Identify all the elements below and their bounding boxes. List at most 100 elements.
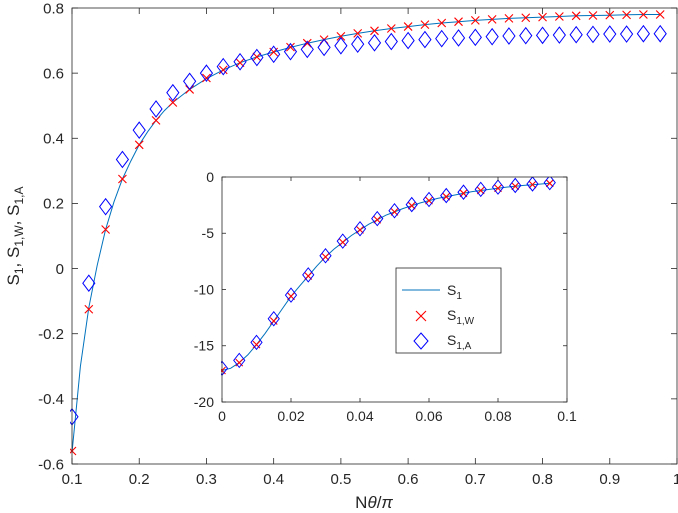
inset-diamond-point: [474, 181, 487, 198]
inset-diamond-point: [319, 247, 332, 264]
y-label-part: , S: [4, 205, 23, 226]
main-cross-point: [504, 14, 514, 23]
main-cross-point: [470, 15, 480, 25]
inset-y-tick-label: 0: [206, 169, 214, 185]
main-x-axis-label: Nθ/π: [355, 493, 393, 512]
main-series-line-s1: [71, 14, 661, 453]
main-diamond-point: [401, 31, 415, 50]
inset-x-tick-label: 0: [218, 408, 226, 424]
main-diamond-point: [384, 32, 398, 51]
x-label-part: N: [355, 493, 367, 512]
main-cross-point: [588, 11, 598, 20]
main-cross-point: [571, 11, 581, 21]
y-label-part: S: [4, 274, 23, 285]
main-diamond-point: [435, 29, 449, 48]
main-diamond-point: [552, 26, 566, 44]
x-label-part: /: [377, 493, 382, 512]
legend-diamond-marker: [413, 332, 429, 350]
main-diamond-point: [199, 64, 214, 82]
main-diamond-point: [149, 100, 163, 118]
main-cross-point: [403, 22, 413, 31]
main-y-tick-label: 0: [56, 261, 64, 278]
legend-entry-s1: S1: [402, 282, 462, 302]
main-diamond-point: [267, 45, 281, 64]
main-diamond-point: [535, 26, 550, 45]
y-label-part: 1,A: [12, 187, 26, 205]
inset-x-tick-label: 0.06: [415, 408, 442, 424]
main-y-tick-label: 0.8: [43, 0, 64, 17]
main-cross-point: [437, 18, 447, 28]
inset-x-tick-label: 0.04: [346, 408, 373, 424]
inset-diamond-point: [388, 202, 401, 219]
main-cross-point: [639, 10, 648, 19]
main-diamond-point: [451, 29, 466, 47]
main-cross-point: [655, 10, 665, 19]
y-label-part: , S: [4, 247, 23, 268]
main-cross-point: [521, 13, 531, 23]
inset-diamond-point: [440, 187, 453, 204]
legend: S1 S1,W S1,A: [395, 267, 502, 354]
main-cross-point: [202, 73, 211, 83]
main-diamond-point: [603, 25, 617, 43]
inset-diamond-point: [422, 191, 436, 208]
inset-diamond-point: [491, 179, 505, 195]
main-y-ticks: -0.6 -0.4 -0.2 0 0.2 0.4 0.6 0.8: [38, 0, 677, 473]
main-diamond-point: [98, 197, 113, 216]
legend-label-s1a: S1,A: [447, 332, 472, 352]
main-cross-point: [336, 31, 346, 41]
main-diamond-point: [418, 30, 432, 49]
inset-x-tick-label: 0.08: [484, 408, 511, 424]
main-cross-point: [218, 65, 228, 75]
inset-y-tick-label: -20: [194, 394, 214, 410]
main-x-tick-label: 0.9: [599, 471, 620, 488]
inset-diamond-point: [267, 310, 280, 327]
inset-diamond-point: [302, 267, 315, 283]
inset-series: [221, 177, 556, 377]
inset-chart: 0 0.02 0.04 0.06 0.08 0.1 -20 -15 -10 -5 0 S1 S1,…: [194, 169, 577, 424]
main-cross-point: [151, 115, 161, 125]
main-y-tick-label: 0.6: [43, 65, 64, 82]
inset-diamond-point: [509, 177, 522, 194]
main-diamond-point: [82, 274, 96, 293]
main-y-tick-label: -0.4: [38, 391, 64, 408]
inset-diamond-point: [353, 220, 367, 237]
main-diamond-point: [485, 27, 499, 46]
inset-y-ticks: -20 -15 -10 -5 0: [194, 169, 567, 410]
main-cross-point: [286, 42, 295, 52]
main-cross-point: [101, 225, 110, 234]
inset-plot-area: [222, 177, 567, 402]
main-cross-point: [554, 12, 564, 21]
inset-y-tick-label: -5: [202, 225, 215, 241]
y-label-part: 1: [12, 267, 26, 274]
main-cross-point: [420, 20, 430, 30]
main-x-ticks: 0.1 0.2 0.3 0.4 0.5 0.6 0.7 0.8 0.9 1: [62, 8, 678, 488]
legend-box: [395, 267, 502, 354]
main-cross-point: [134, 140, 144, 150]
main-diamond-point: [502, 27, 516, 45]
main-axes-box: [71, 7, 678, 465]
main-diamond-point: [636, 24, 651, 43]
main-x-tick-label: 0.6: [398, 471, 419, 488]
x-label-part: θ: [367, 493, 377, 512]
legend-entry-s1a: S1,A: [413, 332, 472, 352]
legend-label-s1: S1: [447, 282, 462, 302]
main-cross-point: [168, 98, 178, 107]
main-diamond-point: [519, 26, 533, 45]
main-diamond-point: [367, 34, 382, 52]
x-label-part: π: [381, 493, 393, 512]
main-diamond-point: [300, 40, 314, 59]
main-cross-point: [622, 10, 631, 20]
main-diamond-point: [468, 28, 482, 47]
inset-x-tick-label: 0.02: [277, 408, 304, 424]
inset-x-tick-label: 0.1: [557, 408, 577, 424]
inset-diamond-point: [371, 210, 384, 227]
main-cross-point: [84, 304, 94, 314]
inset-cross-point: [545, 179, 554, 188]
inset-diamond-point: [405, 196, 418, 213]
main-x-tick-label: 0.5: [330, 471, 351, 488]
main-cross-point: [302, 38, 312, 48]
main-diamond-point: [283, 42, 298, 61]
main-cross-point: [118, 174, 127, 184]
main-cross-point: [353, 29, 363, 38]
